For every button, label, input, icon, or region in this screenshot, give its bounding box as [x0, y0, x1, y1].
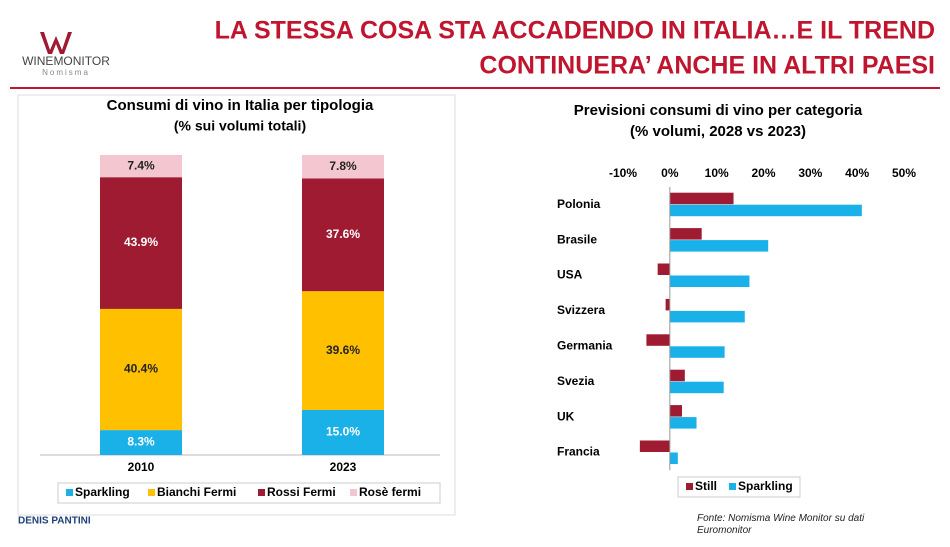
logo-mark [40, 32, 72, 54]
bar [669, 240, 769, 252]
legend-swatch [686, 483, 693, 490]
legend-swatch [729, 483, 736, 490]
bar [657, 263, 670, 275]
bar [669, 228, 702, 240]
source: Fonte: Nomisma Wine Monitor su dati Eurom… [697, 513, 865, 536]
x-tick-label: 30% [798, 166, 822, 180]
bar-segment [100, 155, 182, 178]
chart-subtitle: (% sui volumi totali) [174, 118, 306, 134]
bar [639, 440, 670, 452]
bar [669, 192, 734, 205]
legend-label: Rosè fermi [359, 485, 421, 499]
x-tick-label: -10% [609, 166, 637, 180]
bar [669, 275, 750, 287]
bar-segment [302, 155, 384, 179]
bar [669, 417, 697, 429]
bar-segment [302, 410, 384, 455]
author: DENIS PANTINI [18, 516, 91, 527]
bar-segment [100, 430, 182, 455]
legend-label: Bianchi Fermi [157, 485, 236, 499]
x-tick-label: 0% [661, 166, 679, 180]
data-label: 43.9% [124, 235, 158, 249]
logo-text: WINEMONITOR [22, 54, 110, 68]
data-label: 39.6% [326, 343, 360, 357]
slide-title: CONTINUERA’ ANCHE IN ALTRI PAESI [479, 52, 935, 80]
y-tick-label: Svezia [557, 374, 595, 388]
legend-label: Still [695, 479, 717, 493]
legend-box [677, 476, 801, 498]
x-tick-label: 2010 [128, 460, 155, 474]
x-tick-label: 20% [751, 166, 775, 180]
bar [669, 452, 678, 464]
bar-segment [302, 291, 384, 410]
logo-sub: Nomisma [42, 68, 90, 77]
bar-segment [100, 308, 182, 431]
bar [669, 405, 683, 417]
legend-label: Rossi Fermi [267, 485, 336, 499]
legend-swatch [258, 489, 265, 496]
bar [669, 369, 685, 382]
chart-subtitle: (% volumi, 2028 vs 2023) [630, 123, 806, 140]
data-label: 15.0% [326, 425, 360, 439]
x-tick-label: 50% [892, 166, 916, 180]
x-tick-label: 40% [845, 166, 869, 180]
x-tick-label: 2023 [330, 460, 357, 474]
y-tick-label: UK [557, 409, 575, 423]
data-label: 8.3% [127, 435, 155, 449]
data-label: 7.4% [127, 158, 155, 172]
bar-segment [302, 178, 384, 292]
bar [669, 346, 725, 358]
y-tick-label: Germania [557, 338, 613, 352]
data-label: 7.8% [329, 159, 357, 173]
y-tick-label: Polonia [557, 197, 601, 211]
bar [669, 310, 745, 323]
bar [669, 381, 724, 394]
legend-swatch [350, 489, 357, 496]
legend-label: Sparkling [75, 485, 130, 499]
legend-swatch [66, 489, 73, 496]
y-tick-label: Brasile [557, 232, 597, 246]
y-tick-label: Svizzera [557, 303, 605, 317]
y-tick-label: USA [557, 268, 583, 282]
legend-label: Sparkling [738, 479, 793, 493]
y-tick-label: Francia [557, 445, 600, 459]
data-label: 37.6% [326, 227, 360, 241]
bar-segment [100, 177, 182, 309]
bar [646, 334, 670, 346]
bar [665, 298, 670, 311]
legend-swatch [148, 489, 155, 496]
slide-title: LA STESSA COSA STA ACCADENDO IN ITALIA…E… [215, 17, 935, 45]
chart-frame [17, 94, 456, 516]
x-tick-label: 10% [705, 166, 729, 180]
chart-title: Consumi di vino in Italia per tipologia [107, 97, 374, 114]
legend-box [57, 482, 441, 504]
bar [669, 204, 862, 217]
data-label: 40.4% [124, 362, 158, 376]
chart-title: Previsioni consumi di vino per categoria [574, 102, 863, 119]
